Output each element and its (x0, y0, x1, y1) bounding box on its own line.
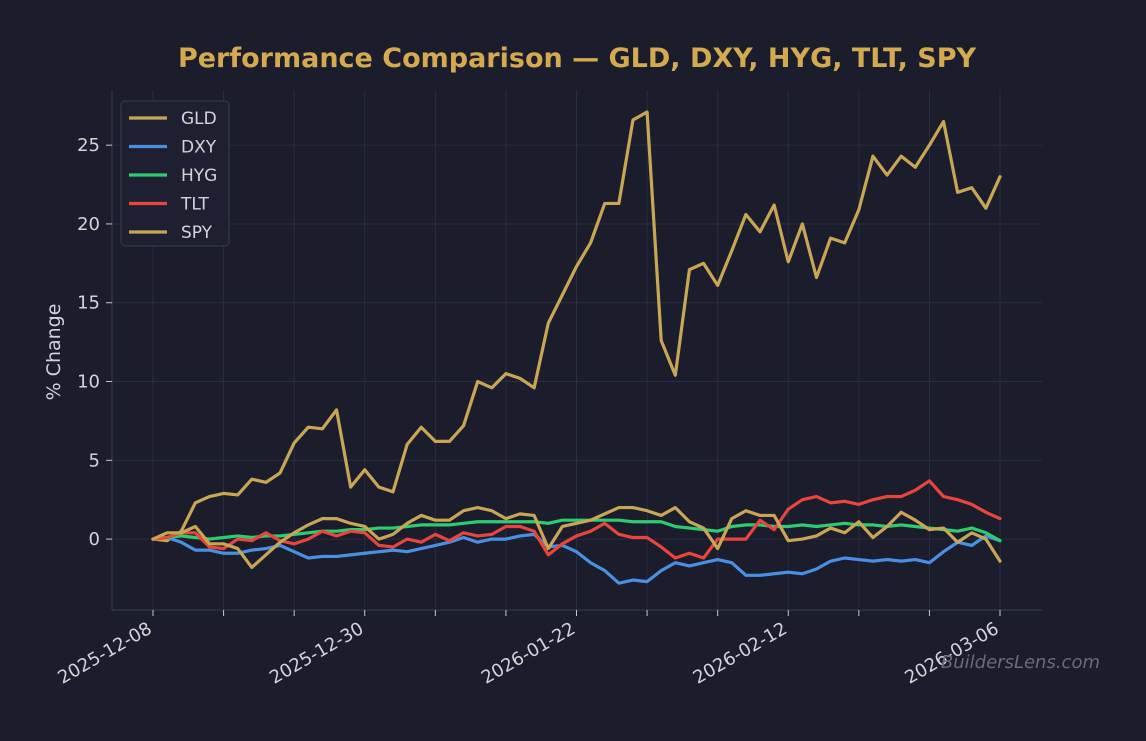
legend-label: SPY (181, 223, 213, 243)
legend-item-hyg[interactable]: HYG (129, 166, 217, 186)
legend-label: HYG (181, 166, 217, 186)
legend-item-tlt[interactable]: TLT (129, 195, 210, 215)
series-line-tlt (151, 479, 1002, 560)
legend-label: DXY (181, 138, 217, 158)
series-line-gld (151, 110, 1002, 543)
chart-title: Performance Comparison — GLD, DXY, HYG, … (178, 43, 977, 74)
series-line-dxy (151, 532, 1002, 585)
y-tick-label: 5 (89, 450, 100, 471)
y-tick-label: 0 (89, 529, 100, 550)
legend-item-dxy[interactable]: DXY (129, 138, 217, 158)
watermark-text: BuildersLens.com (941, 652, 1100, 673)
y-tick-label: 20 (77, 214, 100, 235)
legend-box (120, 100, 230, 247)
y-tick-label: 15 (77, 293, 100, 314)
series-lines (151, 110, 1002, 585)
legend[interactable]: GLD DXY HYG TLT SPY (120, 100, 230, 247)
legend-label: GLD (181, 109, 217, 129)
series-line-spy (151, 505, 1002, 570)
y-tick-label: 25 (77, 135, 100, 156)
legend-label: TLT (180, 195, 210, 215)
y-tick-label: 10 (77, 372, 100, 393)
legend-item-gld[interactable]: GLD (129, 109, 217, 129)
legend-item-spy[interactable]: SPY (129, 223, 213, 243)
y-axis-label: % Change (43, 304, 65, 401)
